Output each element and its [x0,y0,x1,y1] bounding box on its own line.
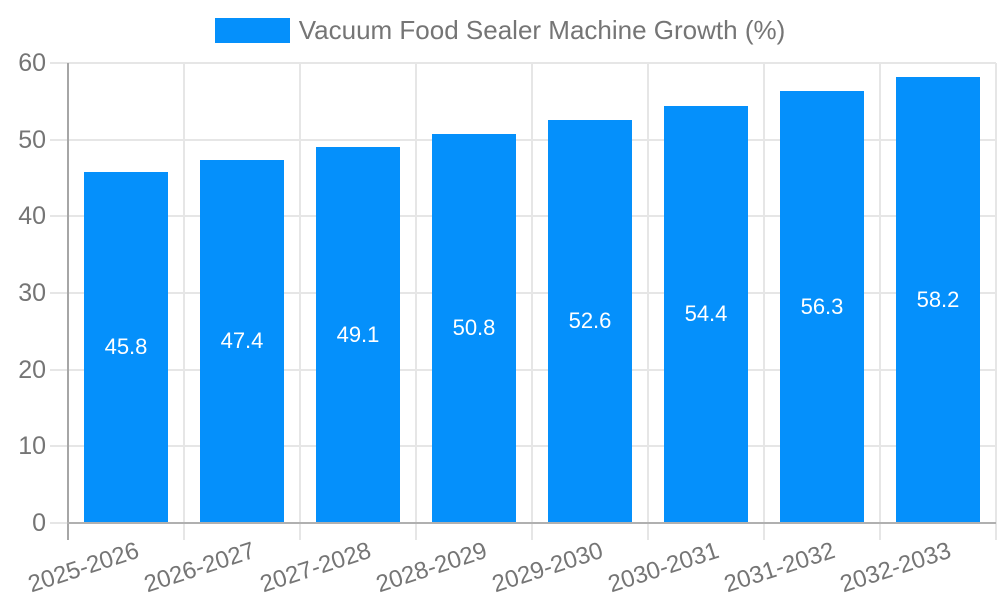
y-tick-label: 30 [18,279,46,307]
y-axis-line [67,63,69,540]
y-axis-tick [50,292,68,294]
bar-value-label: 47.4 [220,328,264,354]
legend-label: Vacuum Food Sealer Machine Growth (%) [298,14,786,45]
gridline-vertical [763,63,765,540]
y-tick-label: 10 [18,432,46,461]
y-axis-tick [50,445,68,448]
gridline-vertical [415,63,417,540]
y-axis-tick [50,138,68,141]
bar-value-label: 45.8 [104,334,148,360]
y-axis-tick [50,215,68,218]
bar [432,133,516,523]
bar-value-label: 56.3 [800,294,844,320]
bar-value-label: 58.2 [916,286,960,312]
bar [84,171,168,523]
y-tick-label: 40 [18,202,46,231]
bar [200,159,284,523]
bar [316,146,400,523]
gridline-vertical [183,63,185,540]
y-tick-label: 0 [32,509,46,537]
bar-value-label: 52.6 [568,308,612,334]
gridline-vertical [299,63,301,540]
x-axis-line [67,522,996,524]
bar-value-label: 49.1 [336,321,380,347]
gridline-vertical [647,63,649,540]
legend: Vacuum Food Sealer Machine Growth (%) [0,14,1000,46]
y-tick-label: 20 [18,355,46,384]
bar [780,91,864,523]
gridline-vertical [995,63,997,540]
bar [548,119,632,523]
y-tick-label: 50 [18,125,46,154]
gridline-vertical [531,63,533,540]
y-axis-tick [50,62,68,64]
gridline-vertical [879,63,881,540]
bar-value-label: 50.8 [452,315,496,341]
bar [896,76,980,523]
y-tick-label: 60 [18,49,46,77]
legend-swatch [214,17,290,43]
y-axis-tick [50,368,68,371]
y-axis-tick [50,522,68,524]
bar-value-label: 54.4 [684,301,728,327]
bar [664,105,748,523]
